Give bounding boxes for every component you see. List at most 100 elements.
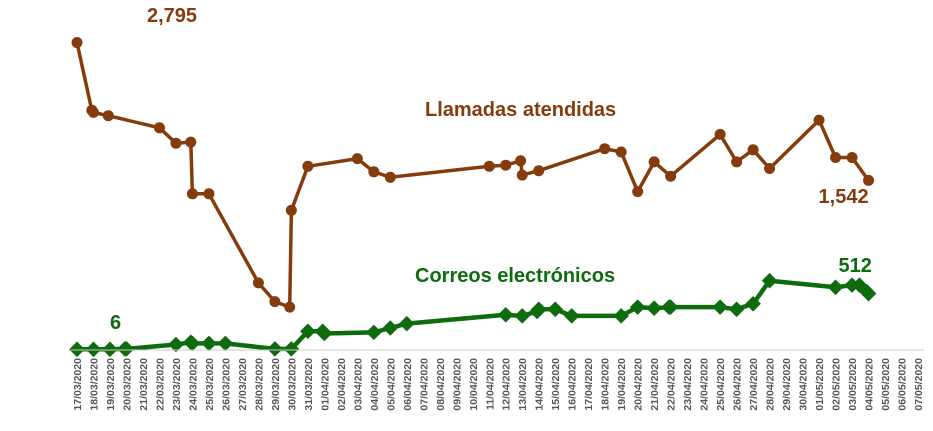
data-point bbox=[203, 188, 215, 200]
data-point bbox=[632, 186, 644, 198]
x-tick-label: 14/04/2020 bbox=[534, 358, 546, 411]
x-tick-label: 23/03/2020 bbox=[171, 358, 183, 411]
x-tick-label: 25/03/2020 bbox=[204, 358, 216, 411]
x-tick-label: 12/04/2020 bbox=[501, 358, 513, 411]
data-point bbox=[813, 114, 825, 126]
x-tick-label: 25/04/2020 bbox=[715, 358, 727, 411]
data-point bbox=[118, 341, 135, 357]
data-point bbox=[648, 156, 660, 168]
x-tick-label: 28/03/2020 bbox=[253, 358, 265, 411]
x-tick-label: 04/05/2020 bbox=[864, 358, 876, 411]
data-point bbox=[102, 110, 114, 122]
x-tick-label: 30/04/2020 bbox=[798, 358, 810, 411]
x-tick-label: 21/04/2020 bbox=[649, 358, 661, 411]
data-point bbox=[547, 301, 563, 318]
x-tick-label: 30/03/2020 bbox=[286, 358, 298, 411]
x-tick-label: 19/04/2020 bbox=[616, 358, 628, 411]
data-point bbox=[170, 137, 182, 149]
x-tick-label: 03/05/2020 bbox=[847, 358, 859, 411]
x-tick-label: 31/03/2020 bbox=[303, 358, 315, 411]
x-tick-label: 29/04/2020 bbox=[781, 358, 793, 411]
data-point bbox=[497, 307, 514, 323]
data-point bbox=[830, 152, 842, 163]
data-point bbox=[284, 301, 296, 313]
data-point bbox=[252, 277, 264, 289]
data-point bbox=[186, 188, 198, 200]
data-point bbox=[863, 174, 875, 186]
data-label: 2,795 bbox=[147, 5, 197, 27]
x-tick-label: 11/04/2020 bbox=[484, 358, 496, 410]
data-point bbox=[516, 169, 528, 181]
x-tick-label: 01/04/2020 bbox=[319, 358, 331, 411]
x-tick-label: 18/04/2020 bbox=[600, 358, 612, 411]
data-point bbox=[615, 146, 627, 158]
x-tick-label: 17/04/2020 bbox=[583, 358, 595, 411]
x-tick-label: 06/04/2020 bbox=[402, 358, 414, 411]
x-tick-label: 20/03/2020 bbox=[121, 358, 133, 411]
data-point bbox=[500, 159, 512, 171]
series-label-0: Llamadas atendidas bbox=[425, 99, 616, 121]
data-label: 1,542 bbox=[819, 186, 869, 208]
x-tick-label: 26/04/2020 bbox=[732, 358, 744, 411]
x-tick-label: 29/03/2020 bbox=[270, 358, 282, 411]
x-tick-label: 19/03/2020 bbox=[105, 358, 117, 411]
data-point bbox=[533, 165, 545, 177]
x-tick-label: 15/04/2020 bbox=[550, 358, 562, 411]
data-point bbox=[217, 335, 234, 352]
data-point bbox=[714, 128, 726, 140]
data-point bbox=[665, 170, 677, 182]
data-label: 6 bbox=[110, 312, 121, 334]
x-tick-label: 03/04/2020 bbox=[352, 358, 364, 411]
data-point bbox=[69, 341, 85, 358]
x-tick-label: 20/04/2020 bbox=[633, 358, 645, 411]
data-point bbox=[731, 156, 743, 168]
series-label-1: Correos electrónicos bbox=[415, 265, 615, 287]
x-tick-label: 07/05/2020 bbox=[913, 358, 925, 411]
data-point bbox=[646, 300, 662, 316]
data-point bbox=[102, 341, 118, 358]
x-tick-label: 07/04/2020 bbox=[418, 358, 430, 411]
data-point bbox=[302, 160, 314, 172]
x-tick-label: 26/03/2020 bbox=[220, 358, 232, 411]
data-point bbox=[71, 37, 83, 49]
x-tick-label: 05/05/2020 bbox=[880, 358, 892, 411]
x-tick-label: 02/04/2020 bbox=[336, 358, 348, 411]
data-point bbox=[267, 341, 283, 357]
data-point bbox=[85, 341, 102, 358]
x-tick-label: 27/03/2020 bbox=[237, 358, 249, 411]
x-tick-label: 13/04/2020 bbox=[517, 358, 529, 411]
x-tick-label: 23/04/2020 bbox=[682, 358, 694, 411]
data-point bbox=[764, 163, 776, 174]
data-point bbox=[662, 299, 679, 315]
data-point bbox=[168, 336, 184, 353]
x-tick-label: 21/03/2020 bbox=[138, 358, 150, 411]
data-point bbox=[728, 301, 745, 318]
data-point bbox=[483, 160, 495, 172]
x-tick-label: 18/03/2020 bbox=[88, 358, 100, 411]
data-point bbox=[153, 122, 165, 134]
x-tick-label: 09/04/2020 bbox=[451, 358, 463, 411]
data-point bbox=[514, 308, 531, 324]
x-tick-label: 16/04/2020 bbox=[567, 358, 579, 411]
data-point bbox=[87, 106, 99, 118]
x-tick-label: 01/05/2020 bbox=[814, 358, 826, 411]
data-point bbox=[563, 308, 580, 324]
x-tick-label: 28/04/2020 bbox=[765, 358, 777, 411]
x-tick-label: 27/04/2020 bbox=[748, 358, 760, 411]
data-point bbox=[399, 315, 415, 332]
data-point bbox=[827, 279, 844, 296]
data-point bbox=[185, 136, 197, 148]
x-tick-label: 06/05/2020 bbox=[897, 358, 909, 411]
x-tick-label: 10/04/2020 bbox=[468, 358, 480, 411]
x-tick-label: 08/04/2020 bbox=[435, 358, 447, 411]
x-tick-label: 22/04/2020 bbox=[666, 358, 678, 411]
x-tick-label: 02/05/2020 bbox=[831, 358, 843, 411]
data-point bbox=[846, 152, 858, 163]
x-tick-label: 24/03/2020 bbox=[187, 358, 199, 411]
x-tick-label: 17/03/2020 bbox=[72, 358, 84, 411]
data-point bbox=[269, 296, 281, 308]
x-tick-label: 05/04/2020 bbox=[385, 358, 397, 411]
x-tick-label: 04/04/2020 bbox=[369, 358, 381, 411]
data-point bbox=[184, 335, 201, 352]
